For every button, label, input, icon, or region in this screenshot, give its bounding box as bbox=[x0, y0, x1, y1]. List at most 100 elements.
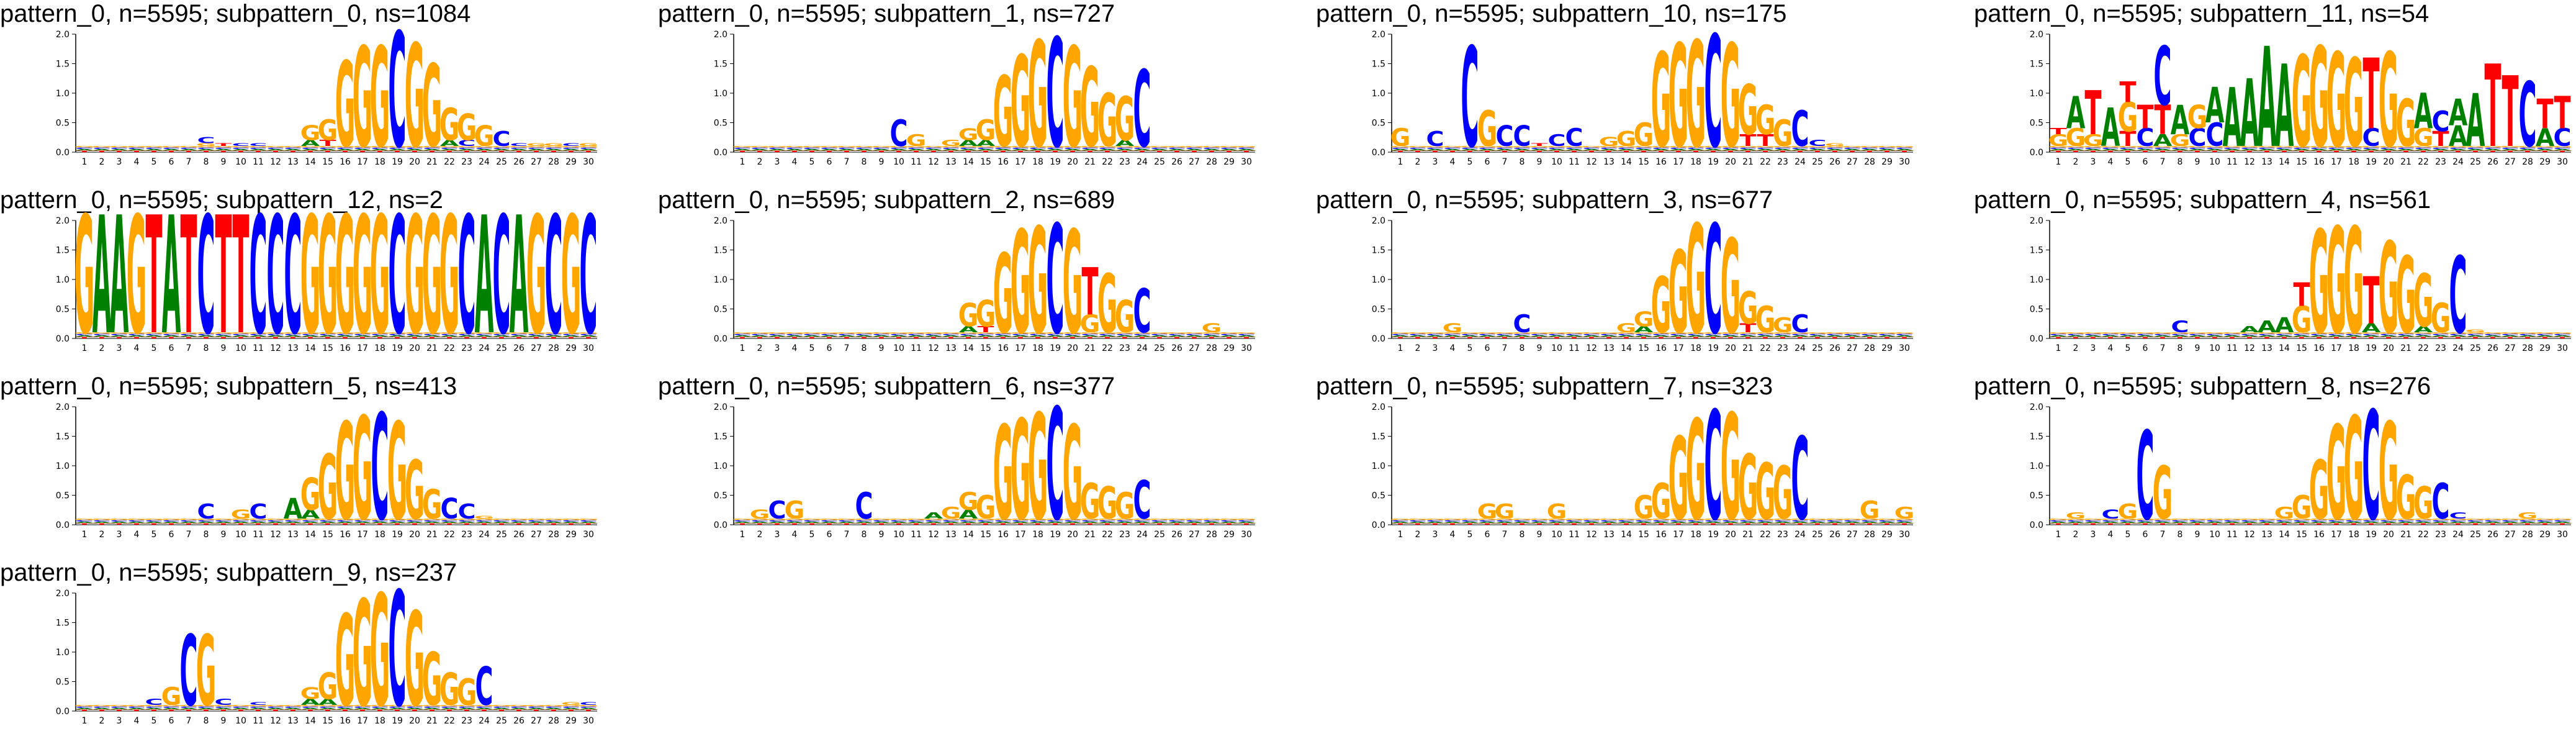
x-tick-label: 18 bbox=[374, 343, 385, 353]
x-tick-label: 13 bbox=[287, 716, 299, 726]
background-letter: G bbox=[526, 332, 546, 334]
x-tick-label: 2 bbox=[99, 530, 105, 540]
background-letter: T bbox=[1409, 523, 1426, 525]
x-tick-label: 22 bbox=[2418, 157, 2429, 167]
background-letter: A bbox=[976, 148, 996, 151]
logo-letter-G: G bbox=[422, 42, 442, 173]
logo-letter-A: A bbox=[2101, 97, 2120, 159]
background-letter: T bbox=[1583, 150, 1600, 153]
y-tick-label: 1.0 bbox=[2030, 461, 2043, 471]
background-letter: A bbox=[283, 335, 303, 337]
x-tick-label: 17 bbox=[2331, 157, 2342, 167]
background-letter: C bbox=[1202, 520, 1221, 522]
y-tick-label: 0.5 bbox=[1372, 305, 1385, 315]
background-letter: G bbox=[1010, 518, 1030, 520]
background-letter: G bbox=[819, 332, 839, 334]
logo-letter-G: G bbox=[335, 589, 355, 735]
background-letter: C bbox=[1721, 147, 1740, 150]
logo-letter-T: T bbox=[2363, 38, 2380, 151]
y-tick-label: 1.5 bbox=[56, 60, 70, 70]
logo-letter-G: G bbox=[1547, 499, 1567, 524]
background-letter: G bbox=[784, 518, 804, 520]
background-letter: G bbox=[2274, 518, 2294, 520]
x-tick-label: 7 bbox=[2160, 157, 2166, 167]
background-letter: T bbox=[1116, 523, 1133, 525]
background-letter: T bbox=[2310, 150, 2328, 153]
logo-letter-G: G bbox=[2379, 27, 2398, 177]
background-letter: C bbox=[2188, 147, 2207, 150]
logo-panel: pattern_0, n=5595; subpattern_3, ns=677 0… bbox=[1316, 186, 1937, 368]
background-letter: T bbox=[545, 337, 562, 339]
y-tick-label: 0.0 bbox=[1372, 520, 1385, 530]
background-letter: A bbox=[2170, 335, 2190, 337]
x-tick-label: 2 bbox=[757, 157, 763, 167]
background-letter: A bbox=[196, 707, 216, 710]
background-letter: A bbox=[2413, 521, 2433, 524]
x-tick-label: 9 bbox=[879, 343, 885, 353]
background-letter: C bbox=[837, 147, 856, 150]
background-letter: T bbox=[1203, 337, 1220, 339]
background-letter: C bbox=[2553, 333, 2572, 336]
background-letter: A bbox=[127, 335, 146, 337]
background-letter: G bbox=[1390, 145, 1410, 148]
x-tick-label: 26 bbox=[1171, 343, 1182, 353]
background-letter: C bbox=[1791, 520, 1809, 522]
background-letter: A bbox=[92, 521, 112, 524]
x-tick-label: 3 bbox=[2091, 157, 2096, 167]
background-letter: C bbox=[2275, 147, 2294, 150]
background-letter: G bbox=[1079, 518, 1100, 520]
background-letter: A bbox=[1877, 148, 1897, 151]
logo-letter-G: G bbox=[2413, 259, 2433, 344]
background-letter: A bbox=[1460, 521, 1480, 524]
background-letter: A bbox=[2326, 335, 2346, 337]
background-letter: A bbox=[732, 148, 752, 151]
background-letter: C bbox=[1478, 147, 1497, 150]
background-letter: A bbox=[2379, 148, 2398, 151]
x-tick-label: 16 bbox=[2313, 343, 2325, 353]
background-letter: C bbox=[562, 706, 580, 709]
background-letter: A bbox=[74, 148, 94, 151]
background-letter: C bbox=[232, 706, 250, 709]
x-tick-label: 18 bbox=[2348, 157, 2359, 167]
background-letter: A bbox=[1202, 335, 1222, 337]
background-letter: C bbox=[855, 520, 873, 522]
x-tick-label: 24 bbox=[1795, 530, 1806, 540]
background-letter: A bbox=[1236, 521, 1256, 524]
x-tick-label: 19 bbox=[1708, 343, 1719, 353]
background-letter: G bbox=[404, 704, 425, 707]
logo-letter-G: G bbox=[405, 182, 425, 370]
x-tick-label: 12 bbox=[1586, 343, 1597, 353]
x-tick-label: 27 bbox=[531, 343, 542, 353]
background-letter: T bbox=[1861, 523, 1878, 525]
background-letter: A bbox=[2552, 521, 2572, 524]
background-letter: C bbox=[92, 520, 111, 522]
logo-letter-G: G bbox=[405, 586, 425, 736]
background-letter: T bbox=[2137, 337, 2154, 339]
background-letter: C bbox=[2484, 333, 2502, 336]
background-letter: T bbox=[1844, 337, 1861, 339]
background-letter: C bbox=[1843, 520, 1862, 522]
x-tick-label: 28 bbox=[548, 157, 559, 167]
background-letter: T bbox=[786, 523, 803, 525]
logo-letter-G: G bbox=[300, 182, 320, 370]
background-letter: C bbox=[544, 147, 563, 150]
background-letter: T bbox=[406, 523, 423, 525]
background-letter: C bbox=[1046, 147, 1065, 150]
x-tick-label: 18 bbox=[1032, 157, 1043, 167]
background-letter: A bbox=[109, 335, 129, 337]
logo-letter-A: A bbox=[475, 182, 494, 370]
x-tick-label: 19 bbox=[1050, 343, 1061, 353]
logo-letter-G: G bbox=[1686, 194, 1706, 368]
background-letter: G bbox=[767, 332, 787, 334]
background-letter: C bbox=[2049, 520, 2068, 522]
x-tick-label: 6 bbox=[2143, 157, 2148, 167]
background-letter: G bbox=[1651, 332, 1671, 334]
background-letter: T bbox=[1774, 150, 1791, 153]
background-letter: G bbox=[213, 332, 233, 334]
background-letter: A bbox=[1703, 521, 1723, 524]
y-tick-label: 1.5 bbox=[56, 619, 70, 628]
background-letter: A bbox=[1616, 521, 1636, 524]
background-letter: A bbox=[1443, 148, 1462, 151]
background-letter: A bbox=[1063, 148, 1083, 151]
background-letter: C bbox=[1391, 520, 1410, 522]
